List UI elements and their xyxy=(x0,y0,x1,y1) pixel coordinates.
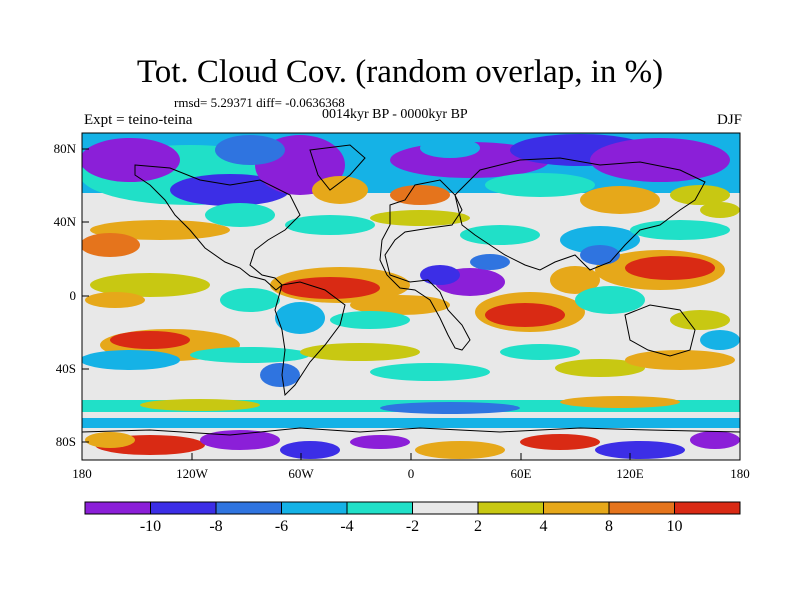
y-tick-label: 80N xyxy=(53,141,76,156)
colorbar-box-6 xyxy=(412,501,479,515)
colorbar-label: -6 xyxy=(274,518,289,535)
asia-coast xyxy=(454,157,706,271)
x-tick-label: 60E xyxy=(510,466,532,481)
season-label: DJF xyxy=(716,112,742,128)
x-tick-label: 180 xyxy=(72,466,92,481)
y-tick-label: 40N xyxy=(53,214,76,229)
period-label: 0014kyr BP - 0000kyr BP xyxy=(322,107,468,122)
experiment-label: Expt = teino-teina xyxy=(84,112,193,128)
y-tick-label: 0 xyxy=(69,288,77,303)
colorbar-box-7 xyxy=(477,501,544,515)
y-tick-label: 40S xyxy=(55,361,76,376)
colorbar-label: 2 xyxy=(474,518,482,535)
colorbar-label: 4 xyxy=(539,518,548,535)
stats-line: rmsd= 5.29371 diff= -0.0636368 xyxy=(174,95,345,110)
x-tick-label: 120W xyxy=(176,466,208,481)
colorbar-box-9 xyxy=(608,501,675,515)
colorbar-label: 8 xyxy=(605,518,613,535)
colorbar-box-3 xyxy=(215,501,282,515)
x-tick-label: 0 xyxy=(407,466,415,481)
antarctica-coast xyxy=(82,427,740,436)
coastlines xyxy=(82,144,740,436)
colorbar-label: -2 xyxy=(405,518,420,535)
axis-ticks xyxy=(81,148,741,460)
x-tick-label: 180 xyxy=(730,466,750,481)
colorbar-label: -10 xyxy=(139,518,162,535)
colorbar-box-8 xyxy=(543,501,610,515)
colorbar-box-5 xyxy=(346,501,413,515)
colorbar-label: -4 xyxy=(340,518,354,535)
colorbar-box-1 xyxy=(84,501,151,515)
colorbar-box-4 xyxy=(281,501,348,515)
colorbar-box-2 xyxy=(150,501,217,515)
y-tick-label: 80S xyxy=(55,434,76,449)
colorbar xyxy=(84,501,741,515)
south-america-coast xyxy=(274,281,346,397)
colorbar-label: 10 xyxy=(666,518,683,535)
europe-africa-coast xyxy=(379,179,471,351)
map-title: Tot. Cloud Cov. (random overlap, in %) xyxy=(136,54,664,90)
x-tick-label: 60W xyxy=(288,466,314,481)
greenland-coast xyxy=(309,144,366,191)
australia-coast xyxy=(624,304,696,357)
north-america-coast xyxy=(134,164,301,291)
colorbar-box-10 xyxy=(674,501,741,515)
colorbar-label: -8 xyxy=(209,518,223,535)
x-tick-label: 120E xyxy=(616,466,644,481)
